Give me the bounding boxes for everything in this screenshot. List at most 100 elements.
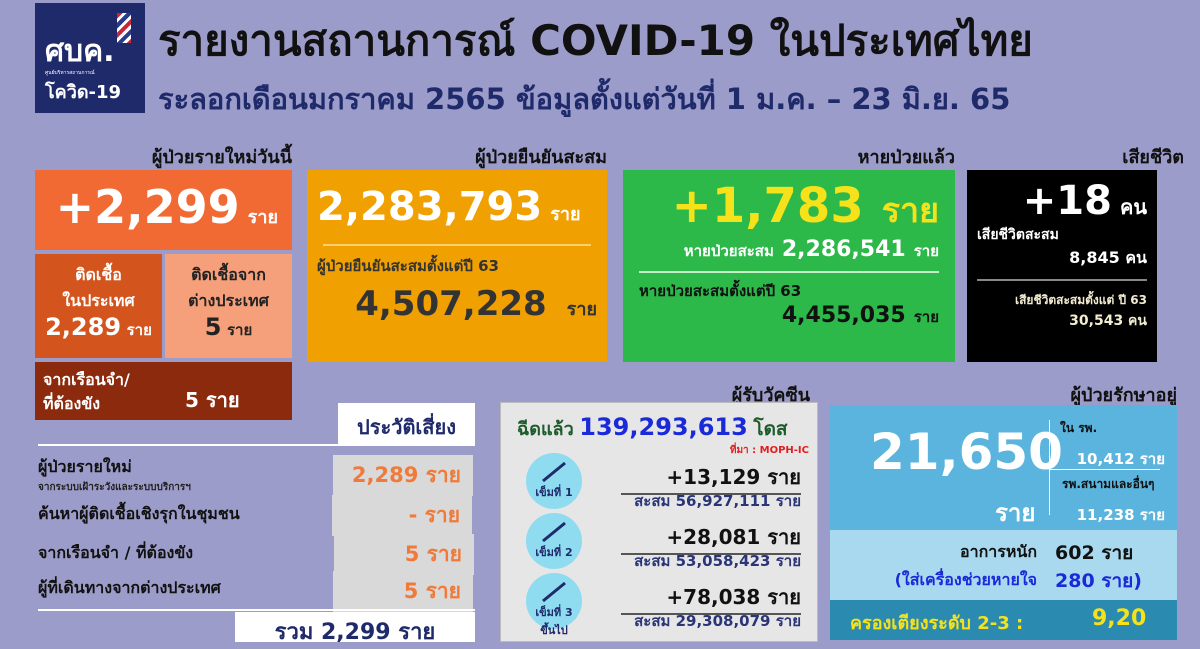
dose-label: เข็มที่ 2 (535, 546, 573, 559)
unit: ราย (913, 308, 939, 326)
logo-subtext: ศูนย์บริหารสถานการณ์ (45, 70, 95, 76)
risk-label: ผู้ป่วยรายใหม่ (38, 457, 132, 476)
confirmed-since-label: ผู้ป่วยยืนยันสะสมตั้งแต่ปี 63 (317, 257, 499, 275)
unit: ราย (913, 242, 939, 260)
recovered-cum-value: 2,286,541 (781, 237, 906, 262)
dose-label: เข็มที่ 3 ขึ้นไป (535, 606, 573, 637)
deaths-value: +18 (1022, 178, 1112, 224)
syringe-icon (542, 581, 566, 603)
deaths-cum-label: เสียชีวิตสะสม (977, 227, 1059, 243)
divider (1050, 469, 1160, 470)
prison-label: จากเรือนจำ/ (43, 370, 130, 389)
confirmed-card: 2,283,793 ราย ผู้ป่วยยืนยันสะสมตั้งแต่ปี … (307, 170, 607, 362)
prison-label2: ที่ต้องขัง (43, 394, 101, 413)
treating-heading: ผู้ป่วยรักษาอยู่ (1070, 385, 1177, 406)
risk-label: ค้นหาผู้ติดเชื้อเชิงรุกในชุมชน (38, 504, 240, 523)
deaths-cum-value: 8,845 คน (1069, 248, 1147, 267)
risk-heading: ประวัติเสี่ยง (338, 403, 475, 445)
field-hospital-label: รพ.สนามและอื่นๆ (1062, 477, 1155, 491)
deaths-card: +18 คน เสียชีวิตสะสม 8,845 คน เสียชีวิตสะ… (967, 170, 1157, 362)
abroad-value: 5 (204, 313, 222, 341)
dose-cumulative: สะสม 53,058,423 ราย (634, 552, 801, 570)
dose-new: +78,038 ราย (621, 581, 801, 615)
syringe-badge: เข็มที่ 3 ขึ้นไป (526, 573, 582, 637)
treating-card: 21,650 ราย ใน รพ. 10,412 ราย รพ.สนามและอ… (830, 405, 1177, 530)
risk-label: ผู้ที่เดินทางจากต่างประเทศ (38, 578, 221, 597)
confirmed-since-value: 4,507,228 (355, 284, 547, 324)
risk-label: จากเรือนจำ / ที่ต้องขัง (38, 543, 194, 562)
risk-value: 5 ราย (333, 571, 473, 612)
page-title: รายงานสถานการณ์ COVID-19 ในประเทศไทย (158, 16, 1033, 65)
unit: โดส (753, 418, 788, 440)
treating-value: 21,650 (870, 423, 1063, 481)
syringe-badge: เข็มที่ 1 (526, 453, 582, 509)
beds-value: 9,20 (1092, 606, 1147, 631)
domestic-label2: ในประเทศ (62, 291, 135, 310)
dose-new: +28,081 ราย (621, 521, 801, 555)
domestic-label: ติดเชื้อ (75, 265, 122, 284)
risk-total: รวม 2,299 ราย (235, 612, 475, 645)
dose-cumulative: สะสม 29,308,079 ราย (634, 612, 801, 630)
ventilator-value: 280 ราย) (1055, 570, 1142, 592)
vaccine-label: ฉีดแล้ว (517, 419, 574, 440)
risk-value: - ราย (332, 495, 472, 536)
vaccine-source: ที่มา : MOPH-IC (729, 445, 809, 456)
beds-label: ครองเตียงระดับ 2-3 : (850, 613, 1024, 634)
dose-cumulative: สะสม 56,927,111 ราย (634, 492, 801, 510)
ventilator-label: (ใส่เครื่องช่วยหายใจ (894, 570, 1037, 589)
divider (1049, 420, 1050, 515)
confirmed-value: 2,283,793 (317, 184, 543, 230)
syringe-icon (542, 461, 566, 483)
domestic-card: ติดเชื้อ ในประเทศ 2,289 ราย (35, 254, 162, 358)
severe-label: อาการหนัก (959, 542, 1037, 561)
unit: ราย (205, 388, 240, 412)
dose-label: เข็มที่ 1 (535, 486, 573, 499)
unit: คน (1119, 195, 1147, 219)
new-cases-heading: ผู้ป่วยรายใหม่วันนี้ (151, 147, 292, 168)
dose-new: +13,129 ราย (621, 461, 801, 495)
deaths-heading: เสียชีวิต (1122, 147, 1184, 168)
vaccine-total: 139,293,613 (579, 413, 748, 441)
unit: ราย (550, 204, 581, 225)
unit: ราย (227, 321, 253, 339)
unit: ราย (566, 299, 597, 320)
recovered-cum-label: หายป่วยสะสม (683, 242, 774, 260)
abroad-card: ติดเชื้อจาก ต่างประเทศ 5 ราย (165, 254, 292, 358)
domestic-value: 2,289 (45, 313, 122, 341)
logo-text: ศบค. (45, 34, 115, 69)
confirmed-heading: ผู้ป่วยยืนยันสะสม (475, 147, 607, 168)
prison-value: 5 (185, 388, 199, 412)
divider (38, 609, 475, 611)
vaccine-heading: ผู้รับวัคซีน (731, 385, 810, 406)
abroad-label: ติดเชื้อจาก (191, 265, 266, 284)
unit: ราย (995, 499, 1036, 527)
prison-card: จากเรือนจำ/ ที่ต้องขัง 5 ราย (35, 362, 292, 420)
syringe-icon (542, 521, 566, 543)
thai-flag-ribbon-icon (117, 13, 131, 43)
unit: ราย (247, 207, 278, 228)
vaccine-panel: ฉีดแล้ว 139,293,613 โดส ที่มา : MOPH-IC … (500, 402, 818, 642)
deaths-since-label: เสียชีวิตสะสมตั้งแต่ ปี 63 (1015, 293, 1147, 307)
logo-covid: โควิด-19 (45, 82, 122, 103)
divider (38, 444, 475, 446)
deaths-since-value: 30,543 คน (1069, 313, 1147, 329)
beds-card: ครองเตียงระดับ 2-3 : 9,20 (830, 600, 1177, 640)
risk-value: 2,289 ราย (333, 455, 473, 496)
recovered-value: +1,783 (671, 178, 864, 234)
recovered-since-value: 4,455,035 (781, 303, 906, 328)
syringe-badge: เข็มที่ 2 (526, 513, 582, 569)
hospital-value: 10,412 ราย (1076, 450, 1165, 468)
unit: ราย (881, 191, 939, 231)
hospital-label: ใน รพ. (1060, 421, 1098, 435)
new-cases-card: +2,299 ราย (35, 170, 292, 250)
risk-value: 5 ราย (334, 534, 474, 575)
risk-row: ผู้ป่วยรายใหม่จากระบบเฝ้าระวังและระบบบริ… (38, 455, 191, 495)
new-cases-value: +2,299 (55, 180, 240, 234)
unit: ราย (126, 321, 152, 339)
field-hospital-value: 11,238 ราย (1076, 506, 1165, 524)
page-subtitle: ระลอกเดือนมกราคม 2565 ข้อมูลตั้งแต่วันที… (158, 82, 1011, 116)
severe-card: อาการหนัก 602 ราย (ใส่เครื่องช่วยหายใจ 2… (830, 530, 1177, 600)
logo: ศบค. ศูนย์บริหารสถานการณ์ โควิด-19 (35, 3, 145, 113)
risk-sublabel: จากระบบเฝ้าระวังและระบบบริการฯ (38, 482, 191, 493)
abroad-label2: ต่างประเทศ (188, 291, 269, 310)
